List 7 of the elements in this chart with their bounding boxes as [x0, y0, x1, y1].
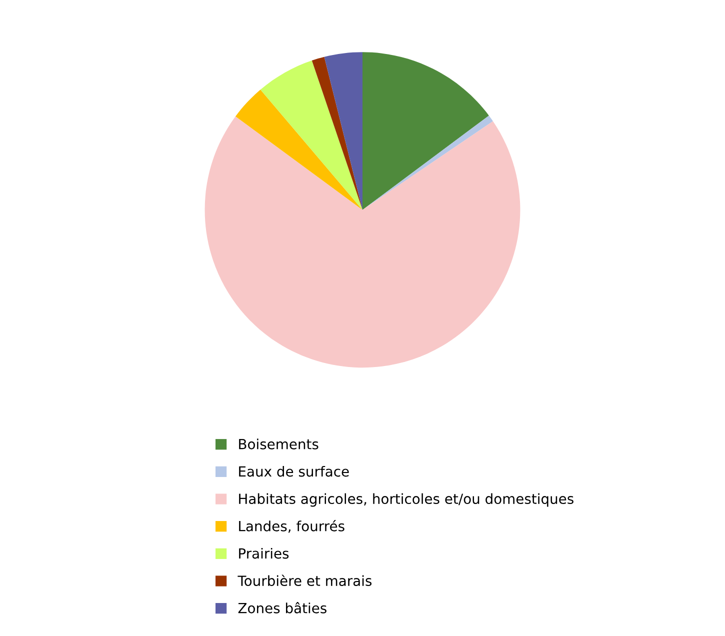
legend-label: Boisements [239, 438, 318, 450]
legend-label: Tourbière et marais [238, 574, 372, 586]
legend-label: Landes, fourrés [239, 520, 344, 533]
legend-label: Zones bâties [238, 602, 326, 614]
legend-label: Habitats agricoles, horticoles et/ou domestiques [239, 493, 574, 507]
legend-label: Eaux de surface [239, 466, 349, 477]
legend-label: Prairies [239, 548, 289, 559]
